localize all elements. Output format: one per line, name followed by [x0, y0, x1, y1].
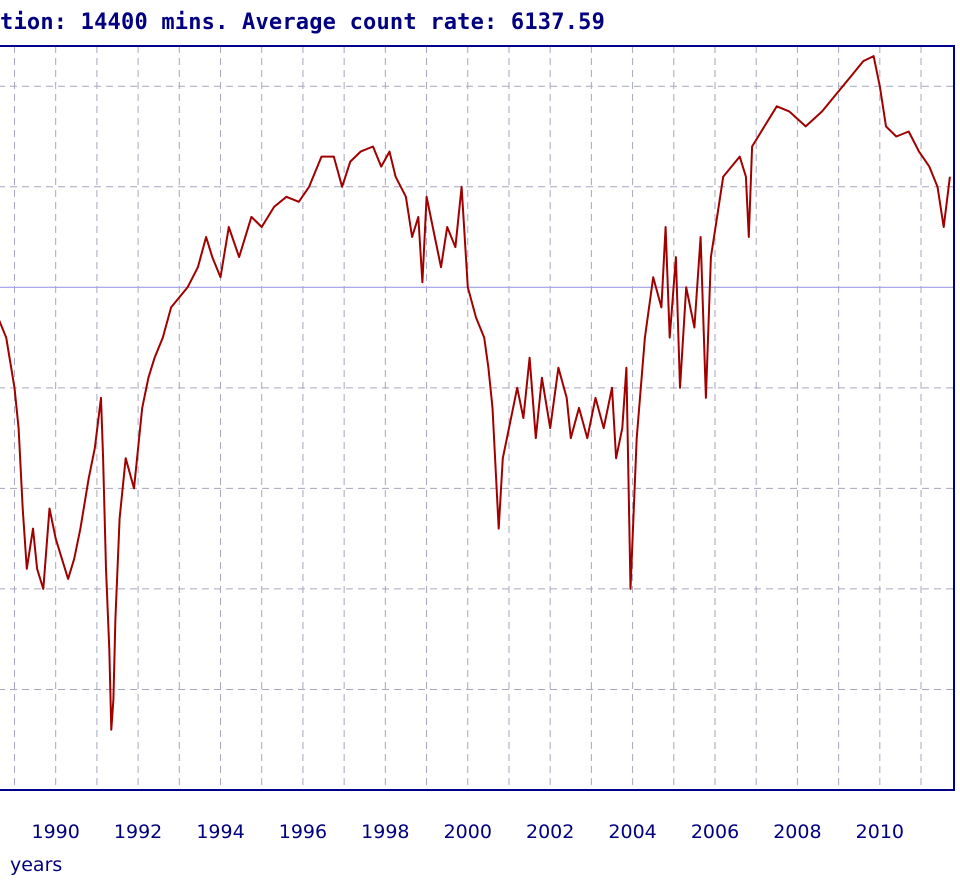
x-tick-label-2002: 2002	[526, 821, 574, 843]
x-tick-label-2000: 2000	[444, 821, 492, 843]
grid-layer	[0, 46, 954, 790]
x-tick-label-1992: 1992	[114, 821, 162, 843]
series-line-0	[0, 55, 951, 731]
x-tick-label-1994: 1994	[196, 821, 244, 843]
series-layer	[0, 55, 951, 731]
chart-title: tion: 14400 mins. Average count rate: 61…	[0, 10, 606, 35]
x-tick-label-2010: 2010	[856, 821, 904, 843]
x-tick-label-2006: 2006	[691, 821, 739, 843]
x-tick-label-1990: 1990	[32, 821, 80, 843]
x-tick-labels: 1990 1992 1994 1996 1998 2000 2002 2004 2006 2008…	[32, 821, 904, 843]
x-axis-label: years	[10, 854, 63, 876]
x-tick-label-1996: 1996	[279, 821, 327, 843]
x-tick-label-2008: 2008	[773, 821, 821, 843]
x-tick-label-1998: 1998	[361, 821, 409, 843]
frame-layer	[0, 45, 955, 791]
plot-frame	[0, 45, 955, 791]
x-tick-label-2004: 2004	[608, 821, 656, 843]
